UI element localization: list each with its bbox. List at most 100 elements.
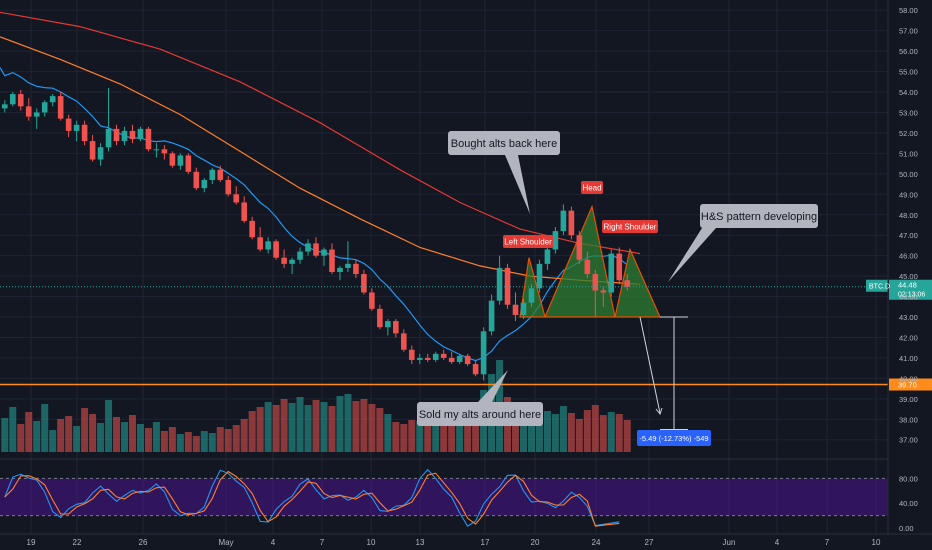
ma-blue-line — [0, 67, 628, 362]
candle-body — [209, 169, 216, 180]
volume-bar — [65, 416, 73, 452]
price-tick-label: 55.00 — [899, 68, 918, 77]
price-tick-label: 56.00 — [899, 47, 918, 56]
candle-body — [9, 94, 16, 105]
candle-body — [432, 353, 439, 360]
volume-bar — [81, 408, 89, 452]
volume-bar — [543, 411, 551, 452]
symbol-tag — [866, 279, 888, 292]
volume-bar — [623, 420, 631, 452]
volume-bar — [368, 404, 376, 452]
candle-body — [552, 231, 559, 250]
candle-body — [369, 292, 375, 309]
rsi-tick-label: 80.00 — [899, 474, 918, 483]
right-shoulder-label: Right Shoulder — [604, 223, 657, 232]
candle-body — [145, 128, 152, 150]
last-price-tag — [889, 279, 932, 300]
candle-body — [608, 253, 615, 293]
time-tick-label: 17 — [481, 538, 490, 547]
volume-bar — [248, 411, 256, 452]
volume-bar — [448, 423, 456, 452]
hline-price-label: 39.70 — [898, 381, 917, 390]
rsi-panel — [0, 458, 888, 527]
candle-body — [121, 130, 128, 142]
callout-hs-box — [700, 204, 818, 228]
head-label: Head — [582, 184, 601, 193]
volume-bar — [208, 433, 216, 452]
candle-body — [520, 302, 527, 315]
volume-bar — [264, 402, 272, 452]
price-tick-label: 41.00 — [899, 354, 918, 363]
candle-body — [464, 355, 471, 365]
price-tick-label: 46.00 — [899, 252, 918, 261]
volume-bar — [224, 429, 232, 452]
volume-bars — [1, 360, 631, 452]
candle-body — [472, 364, 479, 375]
candle-body — [233, 194, 240, 203]
price-tick-label: 38.00 — [899, 415, 918, 424]
candle-body — [193, 171, 200, 189]
candle-body — [576, 235, 583, 260]
volume-bar — [121, 422, 128, 452]
volume-bar — [527, 413, 535, 452]
candle-body — [281, 257, 287, 264]
candle-body — [41, 102, 48, 113]
time-tick-label: 10 — [367, 538, 376, 547]
volume-bar — [376, 408, 384, 452]
time-tick-label: 10 — [872, 538, 881, 547]
time-tick-label: 24 — [592, 538, 601, 547]
price-tick-label: 54.00 — [899, 88, 918, 97]
price-tick-label: 45.00 — [899, 272, 918, 281]
candle-body — [440, 353, 447, 358]
volume-bar — [535, 409, 543, 452]
candle-body — [137, 128, 144, 140]
volume-bar — [312, 400, 320, 452]
volume-bar — [575, 419, 583, 452]
rsi-tick-label: 0.00 — [899, 524, 914, 533]
volume-bar — [551, 414, 559, 452]
annotation-hs-text: H&S pattern developing — [701, 211, 817, 223]
price-tick-label: 44.00 — [899, 293, 918, 302]
volume-bar — [384, 414, 392, 452]
volume-bar — [49, 430, 57, 452]
stoch-k-line — [4, 468, 620, 527]
measure-label-box — [637, 430, 711, 446]
volume-bar — [328, 406, 336, 452]
volume-bar — [512, 408, 520, 452]
measure-label: -5.49 (-12.73%) -549 — [639, 434, 708, 443]
left-shoulder-label: Left Shoulder — [504, 238, 552, 247]
volume-bar — [176, 434, 184, 452]
volume-bar — [296, 397, 304, 452]
stoch-d-line — [4, 470, 620, 527]
volume-bar — [352, 401, 360, 452]
volume-bar — [400, 424, 408, 452]
volume-bar — [615, 414, 623, 452]
candle-body — [401, 333, 407, 350]
volume-bar — [416, 421, 424, 452]
time-tick-label: 4 — [271, 538, 276, 547]
candle-body — [584, 259, 591, 275]
volume-bar — [607, 412, 615, 452]
time-tick-label: 26 — [139, 538, 148, 547]
candle-body — [49, 96, 56, 103]
callout-sold-box — [417, 402, 543, 426]
volume-bar — [97, 423, 105, 452]
volume-bar — [288, 403, 296, 452]
callout-bought-tail — [505, 155, 530, 214]
candle-body — [273, 241, 279, 258]
candle-body — [616, 253, 623, 281]
price-tick-label: 37.00 — [899, 436, 918, 445]
volume-bar — [320, 402, 328, 452]
price-tick-label: 51.00 — [899, 149, 918, 158]
volume-bar — [567, 413, 575, 452]
last-price-symbol: BTC.D — [869, 284, 890, 291]
candle-body — [153, 149, 160, 151]
candle-body — [129, 130, 136, 140]
time-tick-label: 7 — [320, 538, 325, 547]
candle-body — [225, 179, 232, 195]
time-tick-label: 22 — [73, 538, 82, 547]
candle-body — [17, 94, 24, 107]
candle-body — [297, 251, 303, 260]
